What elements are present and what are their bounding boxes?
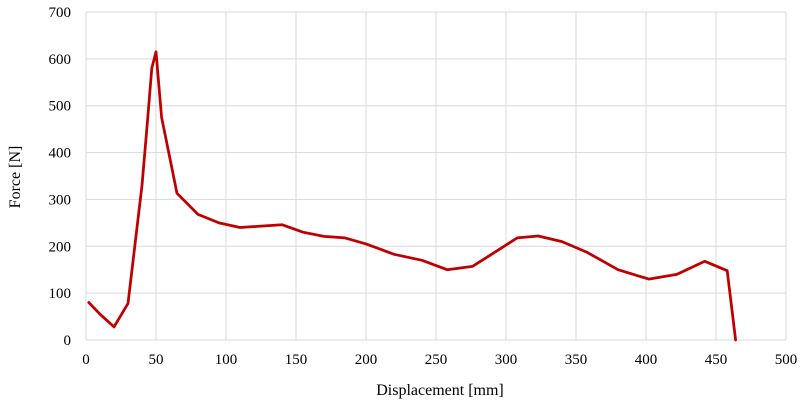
x-tick-label: 50 bbox=[149, 352, 164, 368]
y-tick-label: 600 bbox=[49, 52, 72, 68]
y-tick-label: 300 bbox=[49, 192, 72, 208]
x-tick-label: 400 bbox=[635, 352, 658, 368]
x-tick-label: 350 bbox=[565, 352, 588, 368]
x-tick-label: 200 bbox=[355, 352, 378, 368]
x-tick-label: 150 bbox=[285, 352, 308, 368]
series-layer bbox=[87, 50, 737, 342]
x-tick-label: 100 bbox=[215, 352, 238, 368]
y-tick-label: 100 bbox=[49, 286, 72, 302]
y-tick-label: 700 bbox=[49, 5, 72, 21]
gridlines bbox=[85, 11, 787, 341]
y-tick-label: 200 bbox=[49, 239, 72, 255]
x-axis-title: Displacement [mm] bbox=[376, 382, 504, 399]
tick-labels: 0 100 200 300 400 500 600 700 0 50 100 150 200 250 300… bbox=[49, 5, 798, 368]
y-tick-label: 500 bbox=[49, 99, 72, 115]
x-tick-label: 450 bbox=[705, 352, 728, 368]
x-tick-label: 500 bbox=[775, 352, 798, 368]
y-tick-label: 0 bbox=[64, 333, 72, 349]
y-tick-label: 400 bbox=[49, 146, 72, 162]
x-tick-label: 300 bbox=[495, 352, 518, 368]
y-axis-title: Force [N] bbox=[7, 146, 24, 209]
x-tick-label: 250 bbox=[425, 352, 448, 368]
x-tick-label: 0 bbox=[82, 352, 90, 368]
series-line-0 bbox=[87, 50, 737, 342]
